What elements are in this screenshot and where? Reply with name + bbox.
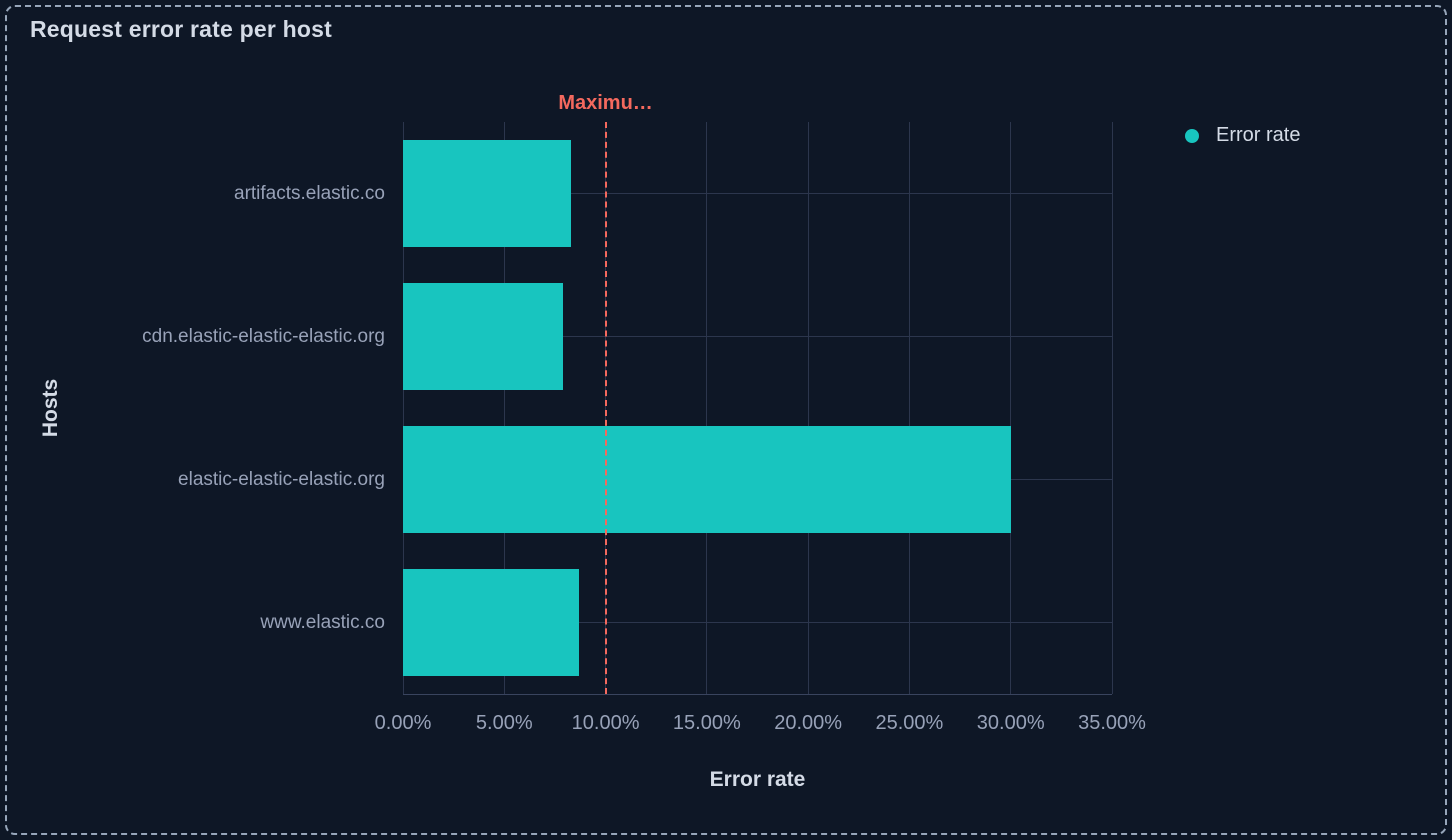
x-tick-label: 5.00%	[475, 712, 533, 734]
y-tick-label: elastic-elastic-elastic.org	[178, 468, 385, 490]
x-tick-label: 35.00%	[1078, 712, 1146, 734]
x-axis-title: Error rate	[709, 768, 806, 791]
legend-label: Error rate	[1216, 124, 1301, 146]
y-tick-label: artifacts.elastic.co	[234, 182, 385, 204]
vertical-gridline	[908, 122, 910, 694]
threshold-line	[604, 122, 607, 694]
horizontal-gridline	[403, 336, 1112, 337]
horizontal-gridline	[403, 622, 1112, 623]
x-axis-line	[403, 694, 1112, 695]
x-tick-label: 20.00%	[774, 712, 843, 734]
x-tick-label: 25.00%	[875, 712, 944, 734]
x-tick-label: 10.00%	[571, 712, 640, 734]
x-tick-label: 15.00%	[672, 712, 741, 734]
y-axis-title: Hosts	[39, 378, 62, 438]
legend-swatch-icon	[1185, 128, 1199, 143]
vertical-gridline	[706, 122, 708, 694]
bar-www.elastic.co[interactable]	[403, 569, 580, 676]
vertical-gridline	[1010, 122, 1012, 694]
x-tick-label: 0.00%	[374, 712, 432, 734]
plot-area	[402, 122, 1113, 695]
y-tick-label: cdn.elastic-elastic-elastic.org	[142, 325, 385, 347]
x-tick-label: 30.00%	[976, 712, 1045, 734]
vertical-gridline	[503, 122, 505, 694]
legend-item-error-rate[interactable]: Error rate	[1185, 124, 1300, 147]
vertical-gridline	[402, 122, 404, 694]
threshold-label: Maximu…	[558, 92, 653, 114]
vertical-gridline	[1111, 122, 1113, 694]
horizontal-gridline	[403, 193, 1112, 194]
panel-title: Request error rate per host	[30, 16, 332, 42]
bar-artifacts.elastic.co[interactable]	[403, 140, 572, 247]
vertical-gridline	[807, 122, 809, 694]
bar-cdn.elastic-elastic-elastic.org[interactable]	[403, 283, 564, 390]
y-tick-label: www.elastic.co	[260, 611, 385, 633]
bar-elastic-elastic-elastic.org[interactable]	[403, 426, 1011, 533]
